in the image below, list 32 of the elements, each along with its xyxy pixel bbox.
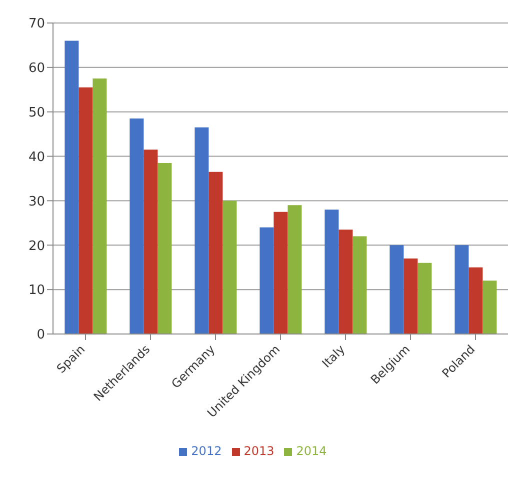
y-tick-label: 40 (28, 150, 45, 165)
bar (158, 162, 172, 334)
y-tick-label: 20 (28, 238, 45, 254)
bar (288, 205, 302, 334)
bar (352, 236, 367, 334)
bar (468, 267, 483, 334)
y-tick-label: 70 (28, 16, 45, 32)
legend-label: 2014 (296, 444, 327, 458)
legend-label: 2012 (191, 444, 222, 458)
bar (92, 78, 107, 334)
y-tick-label: 10 (28, 283, 45, 298)
bar (64, 40, 79, 334)
bar (324, 210, 339, 334)
bar (454, 245, 469, 334)
y-tick-label: 60 (28, 61, 45, 76)
bar (404, 258, 418, 334)
bar (260, 227, 274, 334)
bar (390, 245, 404, 334)
bar (78, 87, 93, 334)
bar (338, 230, 353, 334)
legend-label: 2013 (244, 444, 274, 458)
y-tick-label: 50 (28, 105, 45, 120)
bar (208, 172, 223, 334)
y-tick-label: 30 (28, 194, 45, 210)
bar (418, 262, 432, 334)
bar (274, 212, 288, 334)
bar (130, 118, 144, 334)
bar (194, 127, 209, 334)
bar (144, 150, 158, 334)
bar (482, 280, 497, 334)
bar (222, 200, 237, 334)
y-tick-label: 0 (36, 328, 45, 343)
